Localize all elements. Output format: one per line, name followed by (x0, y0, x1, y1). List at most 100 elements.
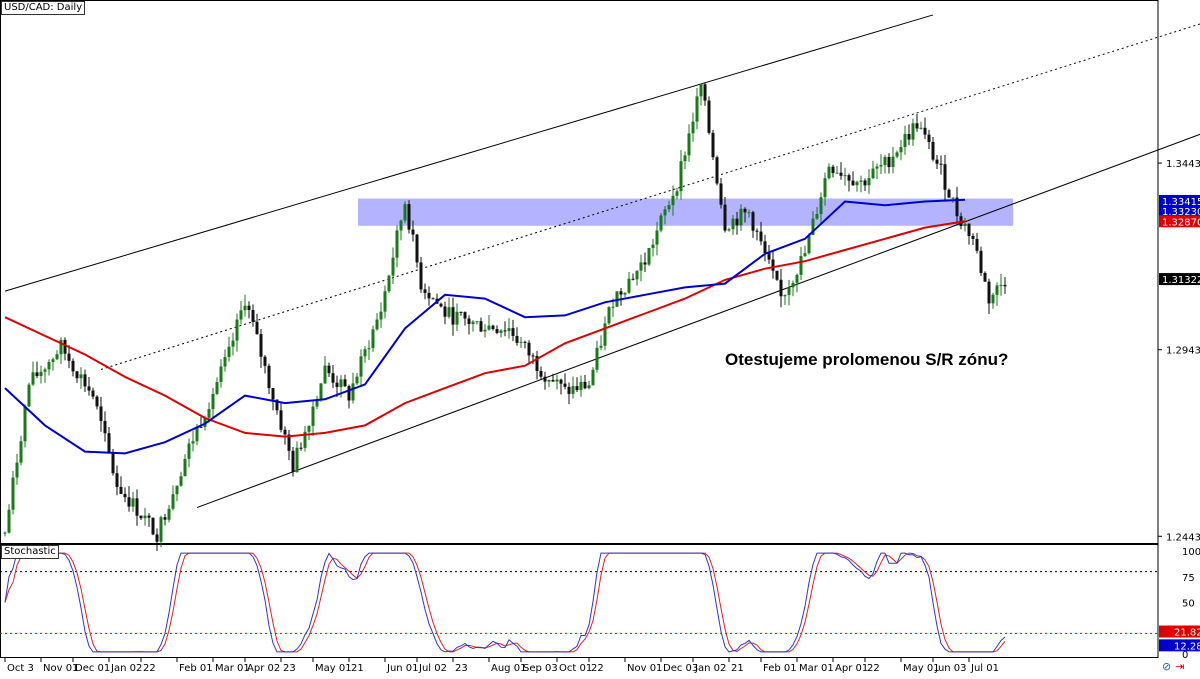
price-label-box (1159, 215, 1200, 228)
candle-body (655, 230, 659, 245)
candle-body (487, 325, 491, 330)
candle-body (795, 274, 799, 283)
candle-body (523, 341, 527, 343)
candle-body (903, 133, 907, 148)
stoch-k-line (4, 552, 1006, 653)
candle-body (983, 272, 987, 282)
candle-body (851, 180, 855, 186)
candle-body (391, 257, 395, 276)
x-tick-label: Apr 02 (247, 663, 280, 674)
x-tick-label: Feb 01 (763, 663, 797, 674)
candle-body (547, 379, 551, 382)
candle-body (475, 321, 479, 323)
candle-body (395, 230, 399, 258)
arrow-icon[interactable]: ⇥ (1175, 660, 1185, 673)
x-tick-label: Jul 01 (970, 663, 999, 674)
candle-body (151, 517, 155, 535)
candle-body (159, 517, 163, 542)
candle-body (759, 231, 763, 242)
candle-body (963, 223, 967, 227)
candle-body (651, 244, 655, 249)
candle-body (859, 180, 863, 182)
candle-body (819, 197, 823, 214)
candle-body (299, 447, 303, 449)
candle-body (787, 287, 791, 296)
candle-body (591, 369, 595, 386)
candle-body (11, 477, 15, 510)
candle-body (219, 366, 223, 383)
candle-body (403, 204, 407, 221)
x-tick-label: Feb 01 (179, 663, 213, 674)
candle-body (499, 330, 503, 333)
candle-body (191, 441, 195, 444)
candle-body (139, 515, 143, 519)
candle-body (923, 127, 927, 135)
candle-body (743, 208, 747, 213)
candle-body (663, 209, 667, 216)
candle-body (991, 294, 995, 304)
stoch-value-text: 12.28 (1174, 641, 1200, 652)
candle-body (507, 328, 511, 332)
candle-body (831, 166, 835, 173)
candle-body (695, 96, 699, 122)
sync-icon[interactable]: ⊘ (1162, 660, 1172, 673)
x-tick-label: 23 (283, 663, 296, 674)
candle-body (699, 84, 703, 97)
candle-body (919, 127, 923, 129)
candle-body (39, 371, 43, 376)
candle-body (307, 425, 311, 432)
candle-body (635, 270, 639, 280)
x-tick-label: 21 (731, 663, 744, 674)
candle-body (111, 452, 115, 474)
toolbar-icons[interactable]: ⊘ ⇥ (1162, 660, 1184, 673)
candle-body (195, 426, 199, 442)
candle-body (87, 386, 91, 391)
candle-body (627, 278, 631, 293)
candle-body (163, 517, 167, 520)
candle-body (275, 399, 279, 411)
candle-body (667, 205, 671, 210)
candle-body (815, 213, 819, 219)
x-tick-label: Mar 01 (215, 663, 250, 674)
candle-body (323, 365, 327, 384)
symbol-label: USD/CAD: Daily (1, 1, 86, 15)
candle-body (223, 357, 227, 367)
candle-body (311, 406, 315, 426)
price-label-box (1159, 204, 1200, 217)
candle-body (875, 166, 879, 169)
candle-body (179, 476, 183, 486)
candle-body (999, 284, 1003, 286)
candle-body (951, 197, 955, 199)
candle-body (463, 312, 467, 319)
candles-group (3, 82, 1007, 552)
candle-body (939, 163, 943, 165)
candle-body (35, 372, 39, 376)
candle-body (495, 329, 499, 333)
x-tick-label: Oct 01 (559, 663, 592, 674)
candle-body (679, 161, 683, 192)
candle-body (339, 379, 343, 388)
x-tick-label: Apr 01 (835, 663, 868, 674)
candle-body (611, 306, 615, 308)
candle-body (479, 321, 483, 332)
candle-body (379, 311, 383, 320)
candle-body (143, 515, 147, 519)
candle-body (95, 396, 99, 407)
candle-body (63, 339, 67, 354)
stoch-value-box (1159, 625, 1200, 638)
candle-body (343, 379, 347, 387)
candle-body (187, 443, 191, 459)
candle-body (559, 379, 563, 384)
candle-body (367, 348, 371, 350)
candle-body (671, 195, 675, 206)
candle-body (927, 134, 931, 142)
candle-body (127, 497, 131, 507)
candle-body (827, 166, 831, 179)
candle-body (267, 365, 271, 389)
candle-body (303, 431, 307, 448)
candle-body (863, 180, 867, 186)
candle-body (935, 159, 939, 164)
candle-body (23, 406, 27, 442)
candle-body (271, 388, 275, 400)
candle-body (459, 311, 463, 313)
